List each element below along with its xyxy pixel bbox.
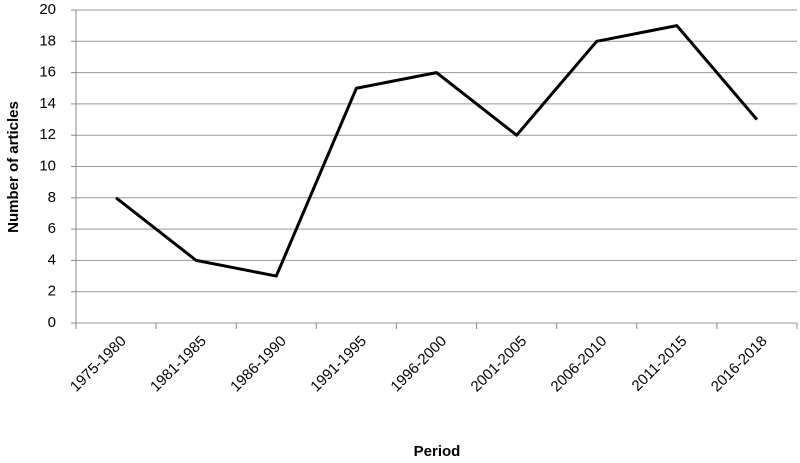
y-tick-label: 14 <box>39 95 56 112</box>
y-tick-label: 12 <box>39 126 56 143</box>
y-tick-label: 8 <box>48 189 56 206</box>
y-tick-label: 20 <box>39 1 56 18</box>
y-tick-label: 6 <box>48 220 56 237</box>
y-tick-label: 2 <box>48 283 56 300</box>
x-tick-label: 2011-2015 <box>629 333 691 395</box>
line <box>115 24 759 278</box>
x-tick-label: 1996-2000 <box>387 333 450 396</box>
y-tick-label: 16 <box>39 64 56 81</box>
x-tick-label: 2006-2010 <box>548 333 611 396</box>
x-tick-label: 1975-1980 <box>67 333 130 396</box>
x-tick-label: 1991-1995 <box>307 333 370 396</box>
y-tick-label: 0 <box>48 314 56 331</box>
x-tick-label: 2016-2018 <box>708 333 771 396</box>
x-tick-label: 2001-2005 <box>468 333 531 396</box>
x-tick-label: 1986-1990 <box>227 333 290 396</box>
x-axis-label: Period <box>414 443 461 460</box>
x-tick-label: 1981-1985 <box>147 333 210 396</box>
y-axis-label: Number of articles <box>5 101 22 233</box>
y-tick-label: 18 <box>39 32 56 49</box>
y-tick-label: 10 <box>39 157 56 174</box>
y-tick-label: 4 <box>48 251 56 268</box>
